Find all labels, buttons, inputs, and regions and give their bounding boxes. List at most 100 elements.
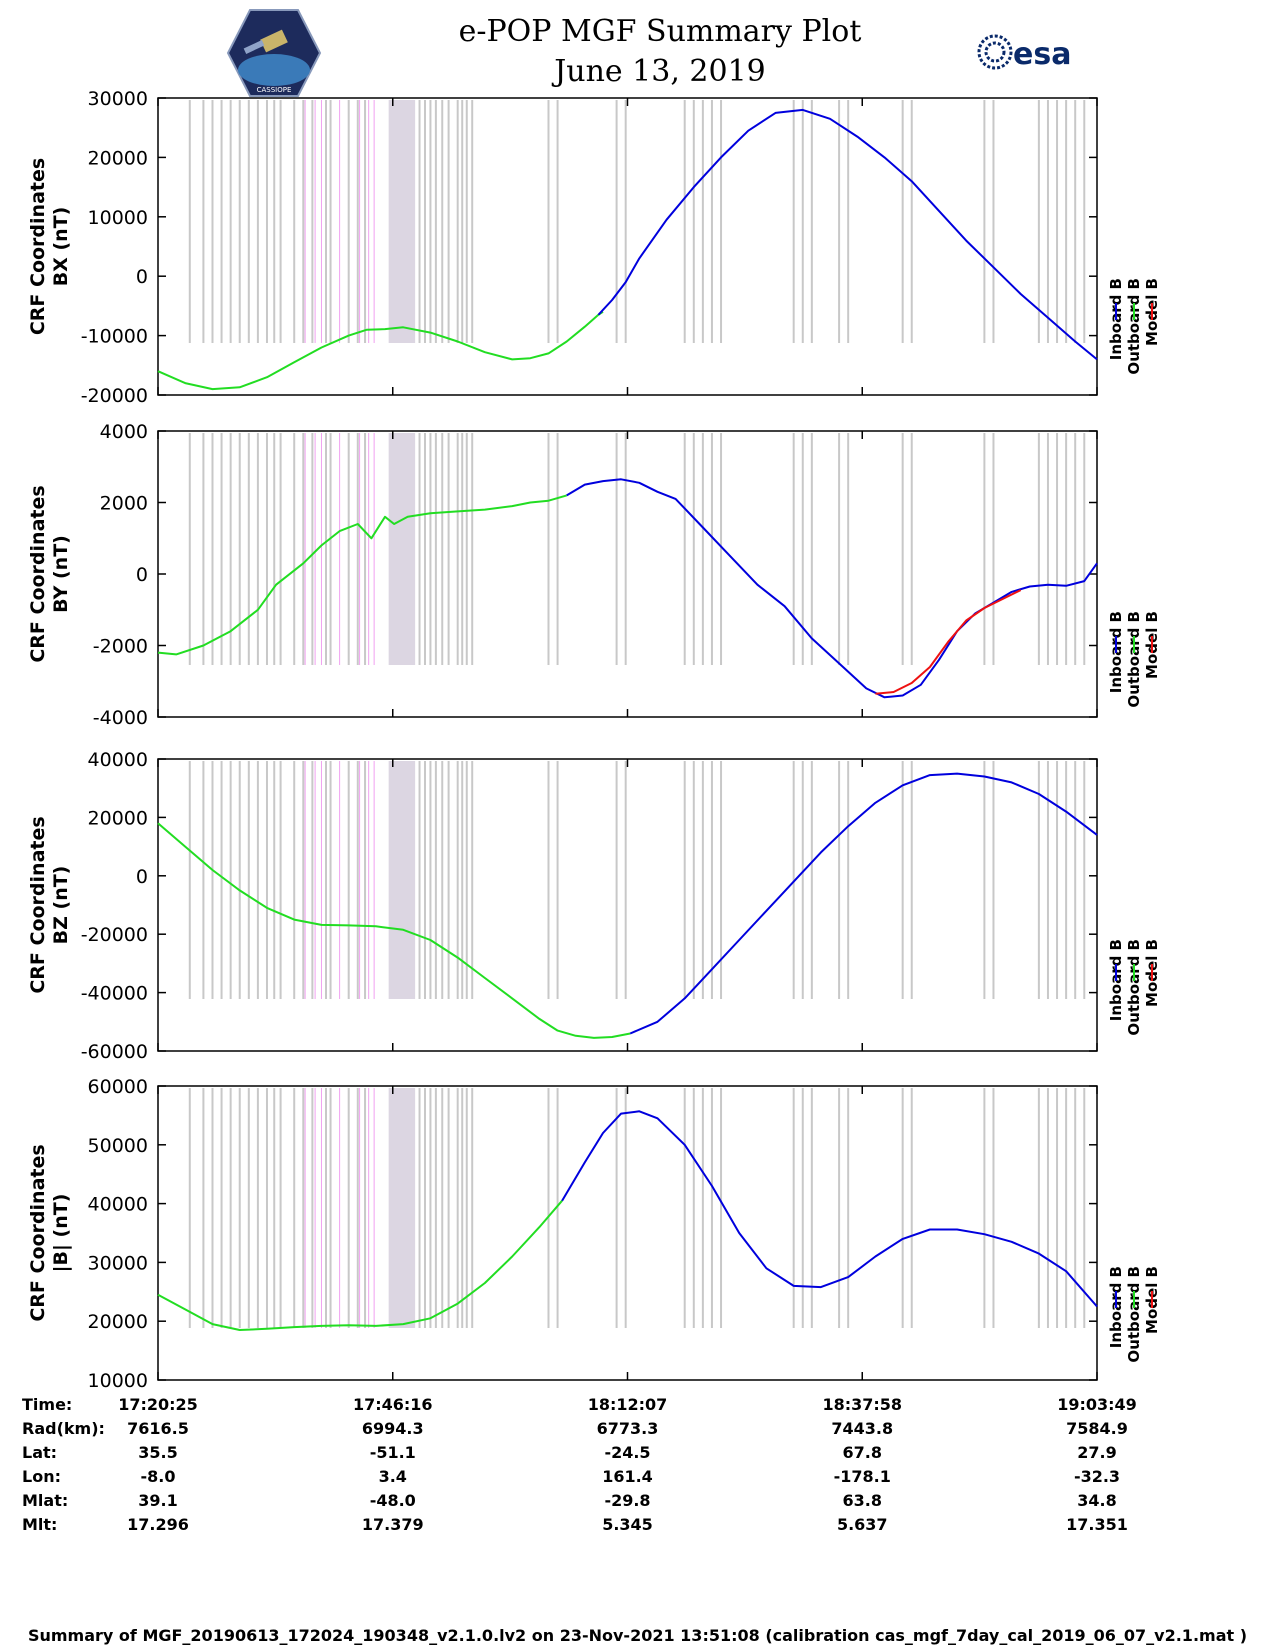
plot-frame-bx: [157, 97, 1098, 396]
series-bz-outboard-b: [157, 822, 631, 1039]
orbit-label-0: Time:: [22, 1395, 72, 1414]
ytick-label-bx-2: 0: [136, 266, 148, 288]
ytick-label-b-2: 30000: [88, 1252, 148, 1274]
ytick-label-b-1: 20000: [88, 1311, 148, 1333]
gap-block-bz: [388, 761, 415, 999]
orbit-label-2: Lat:: [22, 1443, 57, 1462]
ytick-label-by-1: -2000: [93, 636, 148, 658]
legend-bx-outboard-b: Outboard B: [1125, 278, 1143, 375]
orbit-value-0-0: 17:20:25: [118, 1395, 198, 1414]
plot-frame-bz: [157, 758, 1098, 1052]
orbit-label-4: Mlat:: [22, 1491, 68, 1510]
ytick-label-bx-3: 10000: [88, 207, 148, 229]
orbit-value-4-5: 17.351: [1066, 1515, 1128, 1534]
orbit-value-0-5: 17.296: [127, 1515, 189, 1534]
legend-b-outboard-b: Outboard B: [1125, 1266, 1143, 1363]
orbit-value-1-0: 17:46:16: [353, 1395, 433, 1414]
epop-mission-logo: CASSIOPE: [226, 9, 322, 97]
orbit-value-0-4: 39.1: [138, 1491, 177, 1510]
ytick-label-by-0: -4000: [93, 707, 148, 729]
gap-block-bx: [388, 100, 415, 343]
ylabel-b: CRF Coordinates|B| (nT): [27, 1144, 72, 1321]
orbit-value-1-4: -48.0: [370, 1491, 416, 1510]
footer-caption: Summary of MGF_20190613_172024_190348_v2…: [27, 1626, 1248, 1645]
ytick-label-b-3: 40000: [88, 1194, 148, 1216]
orbit-value-3-3: -178.1: [834, 1467, 891, 1486]
gap-block-by: [388, 433, 415, 665]
orbit-value-3-4: 63.8: [843, 1491, 882, 1510]
ylabel-bx: CRF CoordinatesBX (nT): [27, 158, 72, 335]
orbit-value-4-1: 7584.9: [1066, 1419, 1128, 1438]
orbit-value-0-1: 7616.5: [127, 1419, 189, 1438]
ylabel-line-bz-1: BZ (nT): [50, 866, 72, 945]
ytick-label-bz-1: -40000: [81, 983, 148, 1005]
legend-by-outboard-b: Outboard B: [1125, 611, 1143, 708]
series-b-outboard-b: [157, 1200, 563, 1331]
ytick-label-b-5: 60000: [88, 1076, 148, 1098]
orbit-label-3: Lon:: [22, 1467, 61, 1486]
orbit-value-3-2: 67.8: [843, 1443, 882, 1462]
orbit-value-0-3: -8.0: [141, 1467, 176, 1486]
ylabel-line-by-1: BY (nT): [50, 535, 72, 613]
ytick-label-bz-0: -60000: [81, 1041, 148, 1063]
ytick-label-bx-0: -20000: [81, 385, 148, 407]
orbit-value-0-2: 35.5: [138, 1443, 177, 1462]
ytick-label-b-0: 10000: [88, 1370, 148, 1392]
orbit-value-4-3: -32.3: [1074, 1467, 1120, 1486]
orbit-label-5: Mlt:: [22, 1515, 57, 1534]
orbit-value-3-0: 18:37:58: [822, 1395, 902, 1414]
epop-logo-text: CASSIOPE: [257, 86, 292, 94]
plot-frame-b: [157, 1085, 1098, 1381]
ytick-label-bz-2: -20000: [81, 924, 148, 946]
legend-bz-outboard-b: Outboard B: [1125, 939, 1143, 1036]
ylabel-line-bx-1: BX (nT): [50, 207, 72, 287]
orbit-value-2-3: 161.4: [602, 1467, 653, 1486]
orbit-label-1: Rad(km):: [22, 1419, 105, 1438]
orbit-value-4-4: 34.8: [1077, 1491, 1116, 1510]
ytick-label-b-4: 50000: [88, 1135, 148, 1157]
ylabel-line-b-0: CRF Coordinates: [27, 1144, 49, 1321]
series-b-inboard-b: [561, 1110, 1098, 1308]
ytick-label-bx-1: -10000: [81, 326, 148, 348]
ylabel-line-bx-0: CRF Coordinates: [27, 158, 49, 335]
ytick-label-bz-3: 0: [136, 866, 148, 888]
orbit-value-1-2: -51.1: [370, 1443, 416, 1462]
orbit-value-4-0: 19:03:49: [1057, 1395, 1137, 1414]
esa-logo: esa: [977, 34, 1071, 72]
esa-logo-text: esa: [1013, 37, 1071, 72]
ytick-label-bz-5: 40000: [88, 749, 148, 771]
plot-frame-by: [157, 430, 1098, 718]
orbit-value-4-2: 27.9: [1077, 1443, 1116, 1462]
orbit-value-2-1: 6773.3: [597, 1419, 659, 1438]
series-by-inboard-b: [566, 478, 1098, 699]
plot-date: June 13, 2019: [554, 54, 766, 89]
ytick-label-bx-4: 20000: [88, 147, 148, 169]
series-bx-inboard-b: [597, 108, 1098, 361]
orbit-value-1-1: 6994.3: [362, 1419, 424, 1438]
ytick-label-by-4: 4000: [100, 421, 148, 443]
orbit-value-3-1: 7443.8: [831, 1419, 893, 1438]
ylabel-line-bz-0: CRF Coordinates: [27, 816, 49, 993]
ytick-label-bx-5: 30000: [88, 88, 148, 110]
ytick-label-bz-4: 20000: [88, 807, 148, 829]
orbit-value-2-0: 18:12:07: [588, 1395, 668, 1414]
series-by-outboard-b: [157, 494, 567, 656]
orbit-value-1-5: 17.379: [362, 1515, 424, 1534]
orbit-value-2-2: -24.5: [604, 1443, 650, 1462]
ylabel-line-b-1: |B| (nT): [50, 1194, 72, 1273]
series-bx-outboard-b: [157, 310, 604, 391]
series-bz-inboard-b: [629, 772, 1098, 1035]
gap-block-b: [388, 1088, 415, 1328]
orbit-value-2-4: -29.8: [604, 1491, 650, 1510]
ytick-label-by-3: 2000: [100, 493, 148, 515]
series-by-model-b: [875, 589, 1022, 695]
ylabel-line-by-0: CRF Coordinates: [27, 485, 49, 662]
ylabel-bz: CRF CoordinatesBZ (nT): [27, 816, 72, 993]
ytick-label-by-2: 0: [136, 564, 148, 586]
plot-title: e-POP MGF Summary Plot: [458, 14, 862, 49]
orbit-value-3-5: 5.637: [837, 1515, 888, 1534]
ylabel-by: CRF CoordinatesBY (nT): [27, 485, 72, 662]
orbit-value-1-3: 3.4: [379, 1467, 407, 1486]
orbit-value-2-5: 5.345: [602, 1515, 653, 1534]
